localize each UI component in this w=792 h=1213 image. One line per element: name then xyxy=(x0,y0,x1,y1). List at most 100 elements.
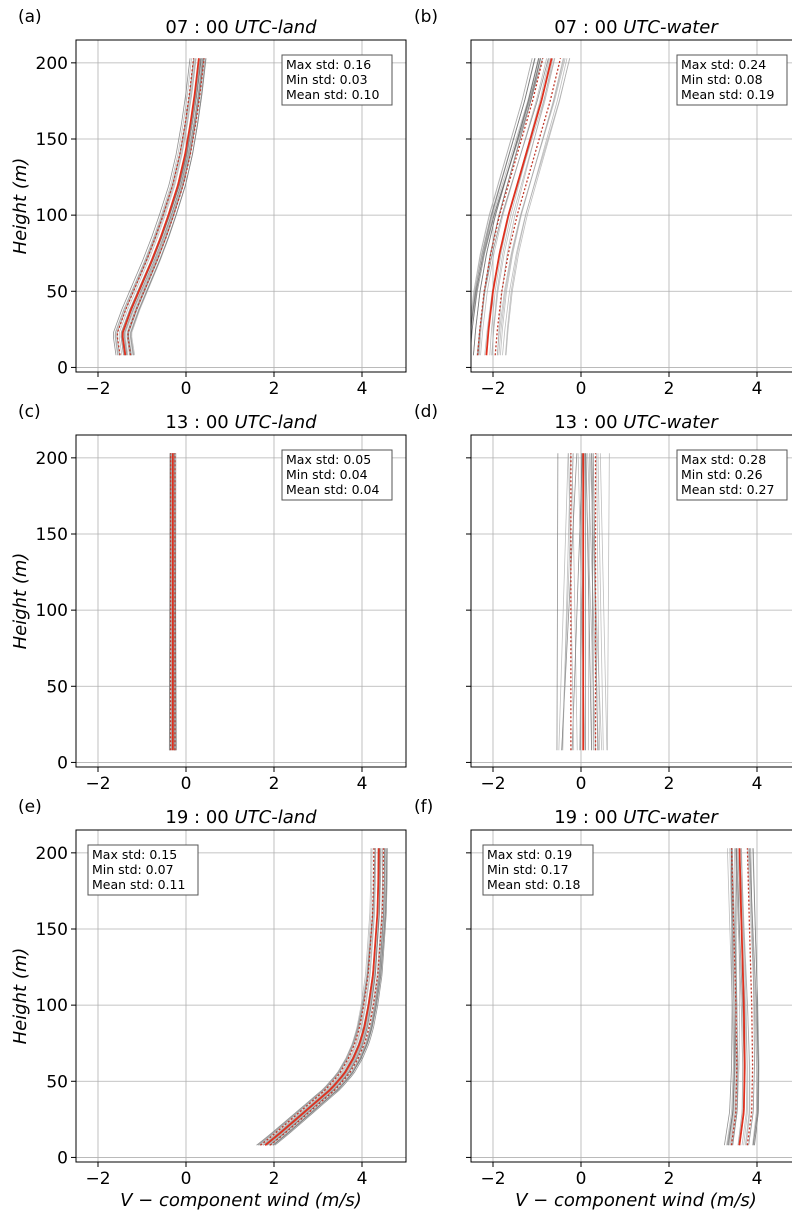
title-time: 19 : 00 xyxy=(554,807,623,828)
panel-a: −2 0 2 4 0 50 100 150 200 (a) 07 : 00 UTC-land Max … xyxy=(10,7,407,399)
x-tick-label: 0 xyxy=(181,774,192,794)
ensemble-member-line xyxy=(272,848,385,1146)
mean-line xyxy=(485,58,553,356)
x-tick-label: 0 xyxy=(181,1169,192,1189)
y-tick-label: 50 xyxy=(46,282,68,302)
y-tick-label: 0 xyxy=(57,753,68,773)
x-tick-label: −2 xyxy=(85,379,110,399)
axes-frame xyxy=(75,829,407,1163)
y-tick-label: 200 xyxy=(36,844,68,864)
ensemble-member-line xyxy=(558,453,569,751)
stats-box xyxy=(676,54,788,106)
x-tick-label: 0 xyxy=(576,379,587,399)
stats-text: Max std: 0.15 xyxy=(92,847,177,862)
panel-f: −2 0 2 4 (f) 19 : 00 UTC-water Max std: 0.19Mi… xyxy=(414,797,792,1211)
panel-title: 07 : 00 UTC-land xyxy=(165,17,317,38)
stats-box xyxy=(281,449,393,501)
ensemble-member-line xyxy=(584,453,597,751)
ensemble-member-line xyxy=(556,453,559,751)
x-tick-label: 2 xyxy=(664,379,675,399)
stats-text: Max std: 0.28 xyxy=(681,452,766,467)
x-tick-label: 4 xyxy=(752,379,763,399)
x-tick-label: 2 xyxy=(664,774,675,794)
ensemble-member-line xyxy=(597,453,604,751)
plot-area xyxy=(471,58,571,356)
title-time: 13 : 00 xyxy=(554,412,623,433)
plot-area xyxy=(256,848,388,1146)
std-bound-line xyxy=(746,848,754,1146)
x-tick-label: 4 xyxy=(752,774,763,794)
panel-label: (b) xyxy=(414,7,438,27)
ensemble-member-line xyxy=(740,848,750,1146)
ensemble-member-line xyxy=(752,848,759,1146)
title-time: 07 : 00 xyxy=(165,17,234,38)
ensemble-member-line xyxy=(571,453,583,751)
axes-frame xyxy=(470,39,792,373)
panel-d: −2 0 2 4 (d) 13 : 00 UTC-water Max std: 0.28Mi… xyxy=(414,402,792,794)
axes-frame xyxy=(75,39,407,373)
plot-area xyxy=(556,453,610,751)
stats-text: Min std: 0.17 xyxy=(487,862,569,877)
stats-text: Mean std: 0.18 xyxy=(487,877,580,892)
ensemble-member-line xyxy=(596,453,600,751)
axes-frame xyxy=(470,434,792,768)
ensemble-member-line xyxy=(116,58,195,356)
title-time: 13 : 00 xyxy=(165,412,234,433)
ensemble-member-line xyxy=(473,58,540,356)
ensemble-member-line xyxy=(471,58,540,335)
title-site: UTC-land xyxy=(234,412,317,433)
std-bound-line xyxy=(116,58,195,356)
axes-frame xyxy=(75,434,407,768)
panel-label: (c) xyxy=(18,402,41,422)
ensemble-member-line xyxy=(471,58,536,331)
y-tick-label: 200 xyxy=(36,54,68,74)
ensemble-member-line xyxy=(471,58,541,344)
stats-text: Mean std: 0.27 xyxy=(681,482,774,497)
ensemble-member-line xyxy=(269,848,381,1146)
ensemble-member-line xyxy=(112,58,191,356)
ensemble-member-line xyxy=(735,848,744,1146)
mean-line xyxy=(264,848,380,1146)
x-tick-label: 2 xyxy=(269,774,280,794)
ensemble-member-line xyxy=(606,453,610,751)
x-tick-label: 4 xyxy=(752,1169,763,1189)
stats-text: Max std: 0.24 xyxy=(681,57,766,72)
x-tick-label: −2 xyxy=(85,774,110,794)
plot-area xyxy=(724,848,760,1146)
ensemble-member-line xyxy=(272,848,386,1146)
stats-box xyxy=(676,449,788,501)
ensemble-member-line xyxy=(257,848,372,1146)
x-tick-label: −2 xyxy=(85,1169,110,1189)
stats-text: Min std: 0.26 xyxy=(681,467,763,482)
panel-label: (a) xyxy=(18,7,42,27)
panel-b: −2 0 2 4 (b) 07 : 00 UTC-water Max std: 0.24Mi… xyxy=(414,7,792,399)
ensemble-member-line xyxy=(118,58,197,356)
ensemble-member-line xyxy=(496,58,566,356)
title-site: UTC-water xyxy=(623,807,719,828)
y-tick-label: 100 xyxy=(36,996,68,1016)
axes-frame xyxy=(470,829,792,1163)
ensemble-member-line xyxy=(471,58,536,350)
stats-box xyxy=(482,844,594,896)
title-site: UTC-water xyxy=(623,17,719,38)
std-bound-line xyxy=(269,848,385,1146)
y-tick-label: 50 xyxy=(46,1072,68,1092)
stats-text: Mean std: 0.19 xyxy=(681,87,774,102)
stats-text: Max std: 0.16 xyxy=(286,57,371,72)
x-tick-label: 0 xyxy=(576,774,587,794)
stats-text: Min std: 0.07 xyxy=(92,862,174,877)
title-time: 19 : 00 xyxy=(165,807,234,828)
stats-text: Min std: 0.03 xyxy=(286,72,368,87)
ensemble-member-line xyxy=(571,453,578,751)
stats-text: Mean std: 0.04 xyxy=(286,482,379,497)
x-tick-label: −2 xyxy=(480,1169,505,1189)
ensemble-member-line xyxy=(130,58,207,356)
ensemble-member-line xyxy=(116,58,195,356)
stats-text: Max std: 0.19 xyxy=(487,847,572,862)
ensemble-member-line xyxy=(480,58,548,356)
ensemble-member-line xyxy=(471,58,533,319)
ensemble-member-line xyxy=(599,453,608,751)
ensemble-member-line xyxy=(272,848,388,1146)
title-site: UTC-land xyxy=(234,17,317,38)
ensemble-member-line xyxy=(591,453,599,751)
